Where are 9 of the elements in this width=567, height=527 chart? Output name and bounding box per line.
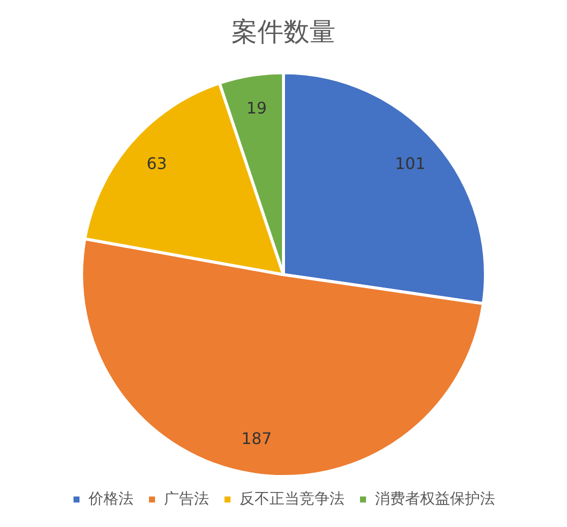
data-label: 187 — [241, 429, 272, 448]
data-label: 19 — [246, 98, 267, 118]
legend-label: 反不正当竞争法 — [240, 489, 344, 508]
data-label: 101 — [394, 154, 426, 174]
data-label: 63 — [146, 154, 167, 174]
legend-label: 价格法 — [88, 489, 134, 508]
legend-label: 消费者权益保护法 — [375, 489, 495, 508]
chart-title: 案件数量 — [232, 17, 336, 48]
legend-label: 广告法 — [164, 489, 209, 508]
